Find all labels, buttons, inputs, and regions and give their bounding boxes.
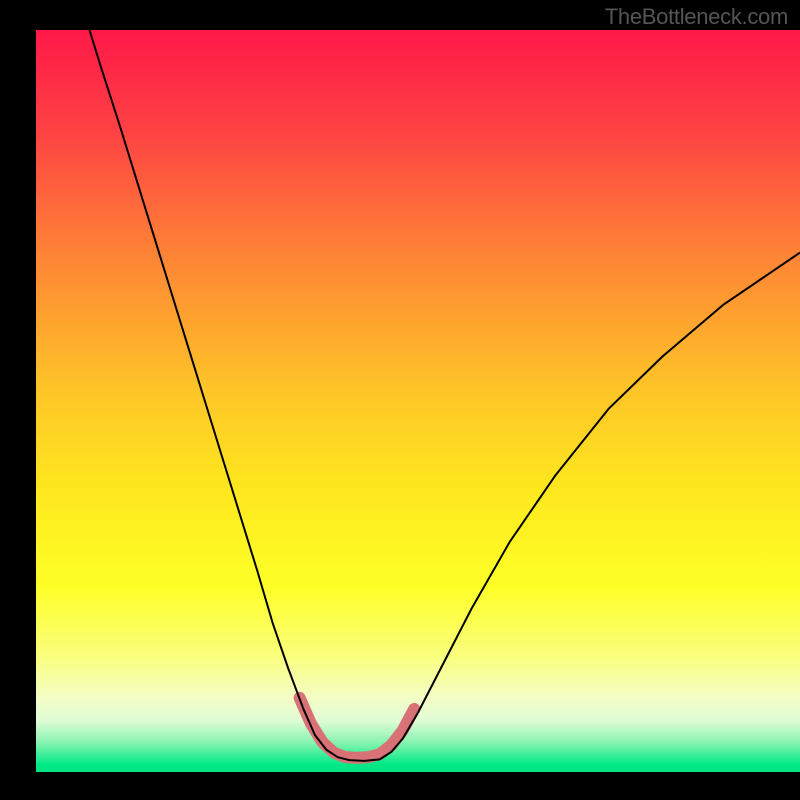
highlight-band — [300, 698, 415, 758]
watermark-text: TheBottleneck.com — [605, 4, 788, 30]
chart-container: TheBottleneck.com — [0, 0, 800, 800]
bottleneck-curve — [89, 30, 800, 761]
plot-area — [36, 30, 800, 772]
curve-layer — [36, 30, 800, 772]
